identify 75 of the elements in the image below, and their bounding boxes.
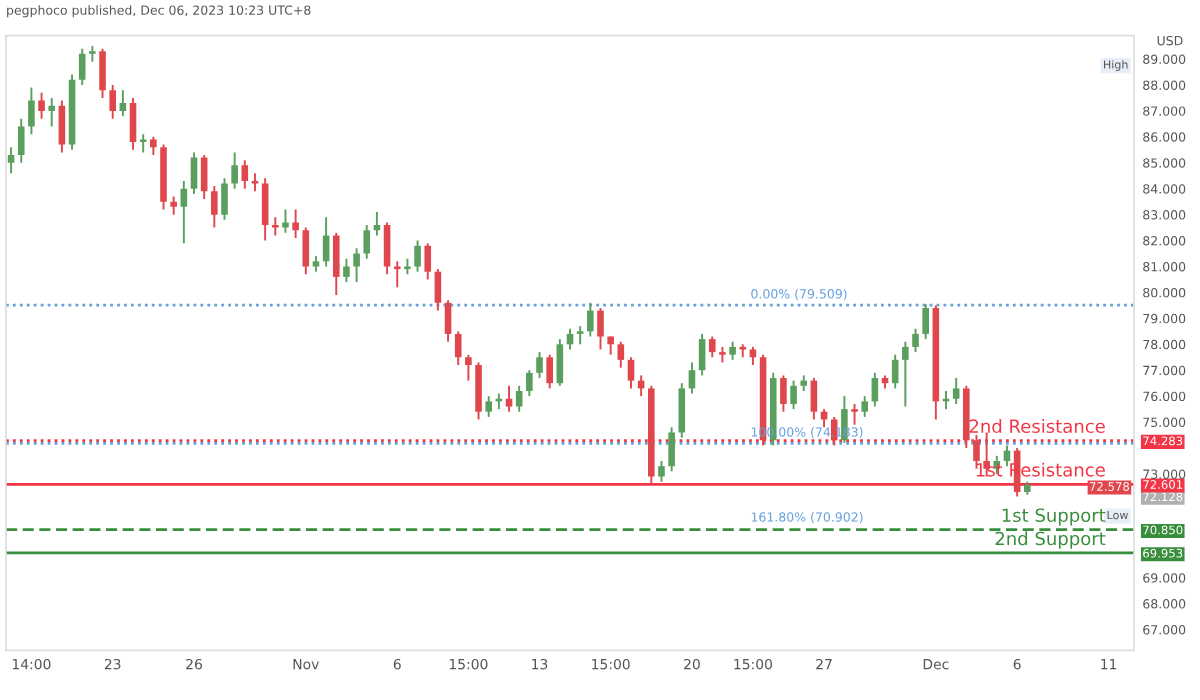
- candlestick: [78, 47, 86, 86]
- candlestick: [627, 356, 635, 390]
- candlestick: [902, 340, 909, 408]
- candlestick: [271, 216, 279, 237]
- ref-line-label: 2nd Support: [995, 531, 1106, 549]
- candlestick: [48, 96, 56, 128]
- candlestick: [241, 159, 249, 190]
- candlestick: [505, 384, 513, 413]
- candlestick: [597, 307, 604, 351]
- candlestick: [434, 268, 442, 312]
- candlestick: [515, 384, 523, 413]
- candlestick: [302, 226, 310, 276]
- candlestick: [99, 47, 106, 99]
- candlestick: [393, 260, 401, 289]
- candlestick: [465, 353, 472, 382]
- candlestick: [211, 185, 218, 229]
- candlestick: [261, 177, 269, 242]
- candlestick: [231, 151, 238, 190]
- candlestick: [119, 89, 127, 118]
- ref-line-label: 1st Support: [1002, 508, 1106, 526]
- candlestick: [729, 340, 736, 361]
- candlestick: [28, 86, 35, 136]
- candlestick: [526, 369, 533, 398]
- candlestick: [780, 374, 787, 413]
- candlestick: [322, 216, 330, 268]
- candlestick: [658, 460, 665, 483]
- candlestick: [485, 395, 493, 418]
- candlestick: [688, 361, 696, 395]
- candlestick: [221, 177, 228, 221]
- candlestick: [587, 301, 594, 338]
- candlestick: [292, 208, 299, 239]
- candlestick: [556, 338, 564, 387]
- candlestick: [180, 179, 188, 245]
- candlestick: [343, 257, 350, 284]
- candlestick: [17, 117, 25, 164]
- candlestick: [546, 353, 553, 390]
- candlestick: [851, 402, 858, 426]
- candlestick: [810, 377, 818, 421]
- candlestick: [698, 332, 706, 377]
- candlestick: [475, 361, 482, 421]
- candlestick: [109, 84, 117, 120]
- candlestick: [749, 345, 757, 367]
- candlestick: [424, 242, 432, 281]
- candlestick: [790, 379, 797, 411]
- candlestick: [353, 247, 360, 284]
- candlestick: [708, 335, 716, 359]
- candlestick: [454, 330, 462, 367]
- candlestick: [282, 208, 289, 234]
- candlestick: [576, 325, 584, 346]
- candlestick: [678, 382, 686, 439]
- candlestick: [251, 172, 259, 193]
- candlestick: [861, 395, 869, 418]
- candlestick: [668, 426, 675, 473]
- candlestick: [891, 353, 899, 390]
- candlestick: [190, 151, 198, 195]
- candlestick: [7, 146, 15, 175]
- candlestick: [129, 96, 137, 151]
- candlestick: [536, 351, 543, 379]
- candlestick: [820, 408, 828, 429]
- candlestick: [150, 135, 157, 156]
- candlestick: [38, 91, 45, 120]
- candlestick: [363, 224, 371, 260]
- candlestick: [922, 303, 929, 341]
- candlestick: [871, 371, 879, 408]
- candlestick: [973, 434, 980, 470]
- candlestick: [952, 377, 960, 405]
- candlestick: [332, 231, 340, 296]
- candlestick: [383, 221, 391, 276]
- candlestick: [139, 133, 147, 154]
- candlestick: [617, 340, 625, 369]
- candlestick: [414, 239, 421, 273]
- candlestick: [444, 299, 452, 343]
- candlestick: [58, 99, 66, 154]
- candlestick: [170, 195, 177, 216]
- candlestick: [912, 327, 919, 354]
